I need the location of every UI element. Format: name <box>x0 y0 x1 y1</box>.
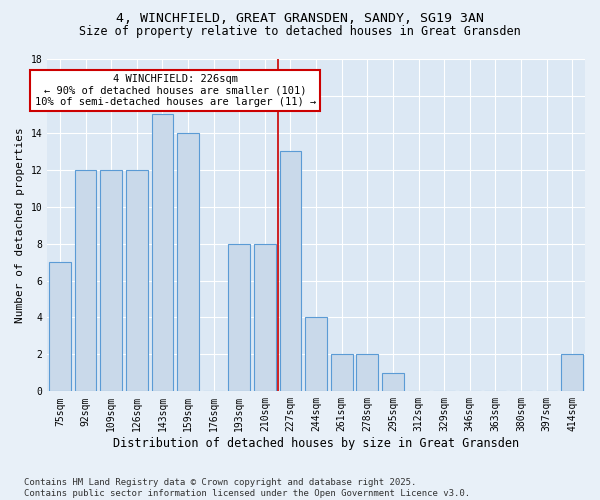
Bar <box>280 152 301 392</box>
Text: Size of property relative to detached houses in Great Gransden: Size of property relative to detached ho… <box>79 25 521 38</box>
Bar <box>254 244 276 392</box>
Bar <box>331 354 353 392</box>
Y-axis label: Number of detached properties: Number of detached properties <box>15 128 25 323</box>
Text: Contains HM Land Registry data © Crown copyright and database right 2025.
Contai: Contains HM Land Registry data © Crown c… <box>24 478 470 498</box>
Bar <box>100 170 122 392</box>
Bar <box>177 133 199 392</box>
Text: 4 WINCHFIELD: 226sqm
← 90% of detached houses are smaller (101)
10% of semi-deta: 4 WINCHFIELD: 226sqm ← 90% of detached h… <box>35 74 316 107</box>
Bar <box>74 170 97 392</box>
Bar <box>356 354 378 392</box>
Bar <box>229 244 250 392</box>
Bar <box>562 354 583 392</box>
Text: 4, WINCHFIELD, GREAT GRANSDEN, SANDY, SG19 3AN: 4, WINCHFIELD, GREAT GRANSDEN, SANDY, SG… <box>116 12 484 26</box>
X-axis label: Distribution of detached houses by size in Great Gransden: Distribution of detached houses by size … <box>113 437 519 450</box>
Bar <box>126 170 148 392</box>
Bar <box>382 373 404 392</box>
Bar <box>152 114 173 392</box>
Bar <box>305 318 327 392</box>
Bar <box>49 262 71 392</box>
